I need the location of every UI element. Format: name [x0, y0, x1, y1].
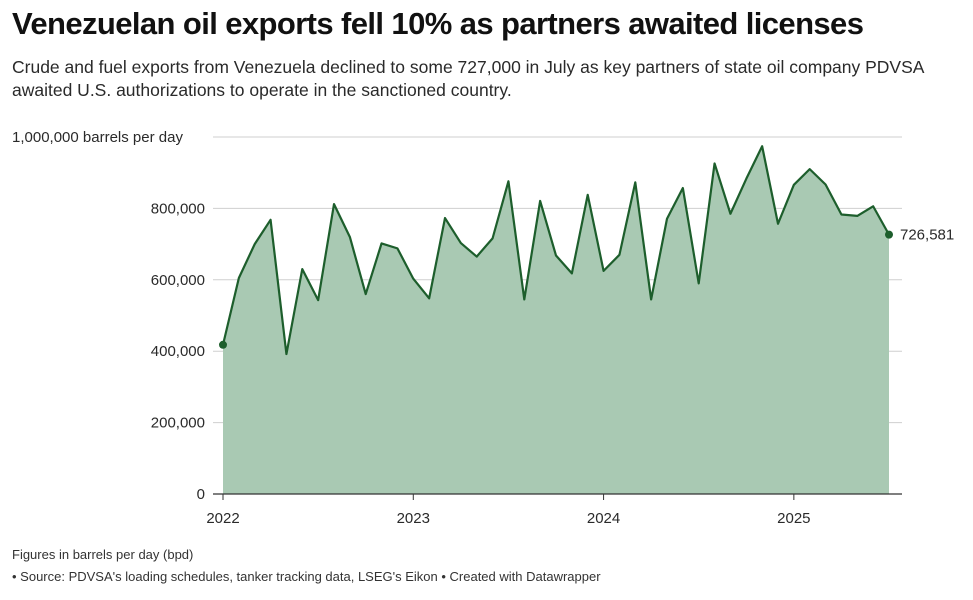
tick-labels: 0 200,000 400,000 600,000 800,000 1,000,000 b…: [12, 129, 811, 527]
series-area: [223, 146, 889, 494]
axes: [213, 493, 902, 500]
y-tick-label: 200,000: [151, 415, 205, 432]
x-tick-label: 2022: [206, 510, 239, 527]
footer-notes: Figures in barrels per day (bpd) • Sourc…: [12, 544, 601, 588]
series-line: [221, 145, 890, 356]
chart-title: Venezuelan oil exports fell 10% as partn…: [12, 6, 864, 41]
y-tick-label: 1,000,000 barrels per day: [12, 129, 183, 146]
chart-svg: 0 200,000 400,000 600,000 800,000 1,000,000 b…: [12, 129, 954, 527]
chart-subtitle: Crude and fuel exports from Venezuela de…: [12, 57, 924, 100]
x-tick-label: 2025: [777, 510, 810, 527]
units-note: Figures in barrels per day (bpd): [12, 547, 194, 562]
y-tick-label: 400,000: [151, 343, 205, 360]
data-point: [885, 230, 893, 239]
x-tick-label: 2024: [587, 510, 620, 527]
y-tick-label: 800,000: [151, 200, 205, 217]
y-tick-label: 600,000: [151, 272, 205, 289]
x-tick-label: 2023: [397, 510, 430, 527]
end-value-label: 726,581: [900, 227, 954, 244]
area-layer: [221, 145, 890, 494]
data-point: [219, 340, 227, 349]
y-tick-label: 0: [197, 486, 205, 503]
data-marks: 726,581: [219, 227, 954, 349]
source-note: • Source: PDVSA's loading schedules, tan…: [12, 569, 601, 584]
